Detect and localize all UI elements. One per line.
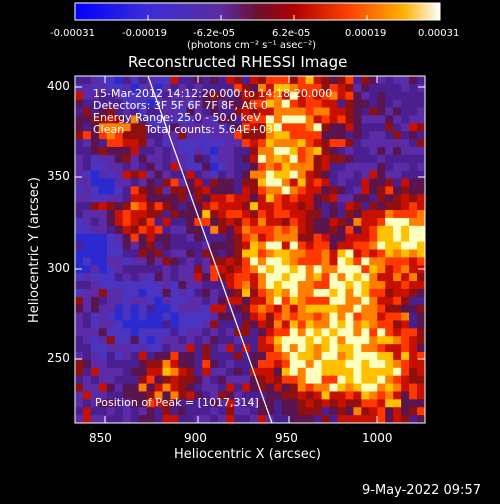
info-line-detectors: Detectors: 3F 5F 6F 7F 8F, Att 0 [93, 99, 268, 112]
x-tick-label: 950 [275, 431, 298, 445]
solar-limb-line [147, 76, 273, 423]
footer-timestamp: 9-May-2022 09:57 [362, 483, 481, 498]
axis-ticks [75, 76, 425, 423]
y-tick-label: 400 [47, 79, 70, 93]
info-line-time: 15-Mar-2012 14:12:20.000 to 14:18:20.000 [93, 87, 333, 100]
colorbar-unit-label: (photons cm⁻² s⁻¹ asec⁻²) [187, 40, 317, 51]
x-tick-label: 900 [184, 431, 207, 445]
colorbar-tick-label: -6.2e-05 [193, 28, 235, 39]
plot-frame [74, 75, 426, 424]
colorbar [74, 2, 441, 21]
info-line-energy: Energy Range: 25.0 - 50.0 keV [93, 111, 261, 124]
y-tick-label: 300 [47, 261, 70, 275]
colorbar-tick-label: 0.00019 [345, 28, 387, 39]
y-tick-label: 350 [47, 169, 70, 183]
x-tick-label: 1000 [362, 431, 393, 445]
colorbar-ticks [74, 15, 441, 20]
colorbar-tick-label: -0.00031 [50, 28, 95, 39]
y-axis-label: Heliocentric Y (arcsec) [27, 177, 42, 323]
plot-title: Reconstructed RHESSI Image [128, 53, 348, 71]
colorbar-tick-label: -0.00019 [122, 28, 167, 39]
y-tick-label: 250 [47, 351, 70, 365]
x-axis-label: Heliocentric X (arcsec) [174, 447, 321, 462]
x-tick-label: 850 [89, 431, 112, 445]
colorbar-tick-label: 6.2e-05 [272, 28, 311, 39]
heatmap-image [75, 76, 425, 423]
colorbar-tick-label: 0.00031 [418, 28, 460, 39]
info-line-counts: Clean Total counts: 5.64E+03 [93, 123, 274, 136]
peak-position-label: Position of Peak = [1017,314] [95, 396, 259, 409]
